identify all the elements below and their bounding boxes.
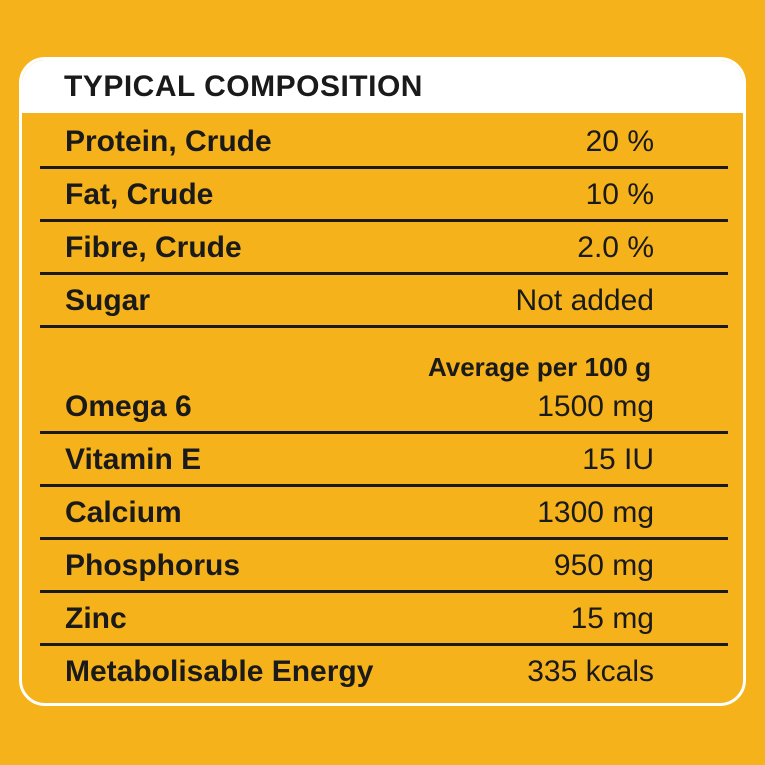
row-value: 2.0 % xyxy=(577,230,654,264)
divider xyxy=(40,272,728,275)
row-label: Phosphorus xyxy=(65,548,241,582)
row-label: Calcium xyxy=(65,495,182,529)
table-row: Vitamin E 15 IU xyxy=(40,433,728,486)
divider xyxy=(40,219,728,222)
row-value: Not added xyxy=(515,283,654,317)
table-row: Calcium 1300 mg xyxy=(40,486,728,539)
row-label: Sugar xyxy=(65,283,151,317)
row-label: Vitamin E xyxy=(65,442,202,476)
row-value: 10 % xyxy=(585,177,654,211)
row-value: 20 % xyxy=(585,124,654,158)
table-row: Protein, Crude 20 % xyxy=(40,115,728,168)
row-label: Protein, Crude xyxy=(65,124,272,158)
divider xyxy=(40,325,728,328)
row-value: 15 IU xyxy=(582,442,654,476)
row-label: Fat, Crude xyxy=(65,177,214,211)
subheading: Average per 100 g xyxy=(427,352,651,382)
row-label: Fibre, Crude xyxy=(65,230,242,264)
title: TYPICAL COMPOSITION xyxy=(64,69,423,103)
composition-card: TYPICAL COMPOSITION Protein, Crude 20 % Fa… xyxy=(19,57,746,706)
table-row: Omega 6 1500 mg xyxy=(40,380,728,433)
table-row: Fibre, Crude 2.0 % xyxy=(40,221,728,274)
table-row: Phosphorus 950 mg xyxy=(40,539,728,592)
header: TYPICAL COMPOSITION xyxy=(22,60,743,113)
row-label: Omega 6 xyxy=(65,389,192,423)
row-value: 950 mg xyxy=(553,548,654,582)
table-row: Zinc 15 mg xyxy=(40,592,728,645)
row-value: 1300 mg xyxy=(537,495,654,529)
row-value: 335 kcals xyxy=(527,654,654,688)
divider xyxy=(40,166,728,169)
divider xyxy=(40,431,728,434)
divider xyxy=(40,643,728,646)
row-value: 1500 mg xyxy=(537,389,654,423)
row-label: Zinc xyxy=(65,601,127,635)
divider xyxy=(40,484,728,487)
table-row: Metabolisable Energy 335 kcals xyxy=(40,645,728,698)
table-row: Sugar Not added xyxy=(40,274,728,327)
row-value: 15 mg xyxy=(570,601,654,635)
divider xyxy=(40,590,728,593)
divider xyxy=(40,537,728,540)
row-label: Metabolisable Energy xyxy=(65,654,374,688)
table-row: Fat, Crude 10 % xyxy=(40,168,728,221)
